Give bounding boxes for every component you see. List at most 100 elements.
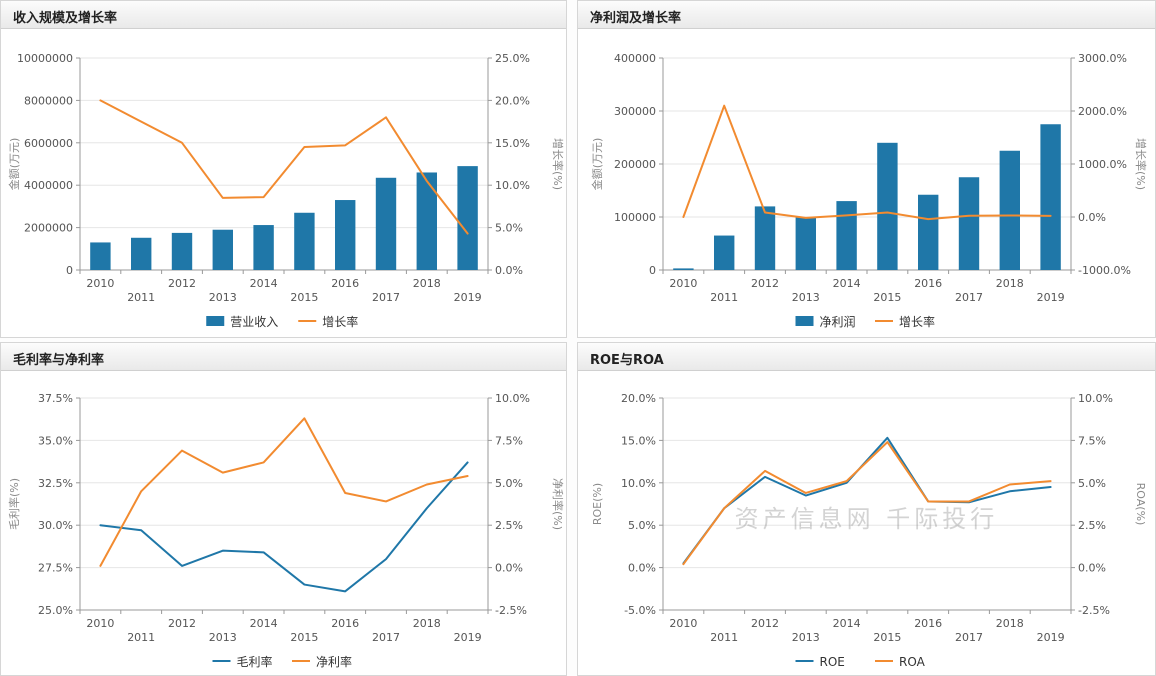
- svg-text:2017: 2017: [955, 631, 983, 644]
- legend-label: 增长率: [322, 314, 358, 329]
- line-series: [98, 461, 469, 593]
- right-axis-title: 增长率(%): [1134, 138, 1148, 190]
- revenue-growth-chart: 0 2000000 4000000 6000000 8000000 10000000 0.0…: [7, 52, 565, 329]
- svg-text:20.0%: 20.0%: [495, 94, 530, 107]
- svg-text:2013: 2013: [791, 291, 819, 304]
- svg-text:5.0%: 5.0%: [628, 519, 656, 532]
- svg-text:10.0%: 10.0%: [495, 179, 530, 192]
- svg-text:3000.0%: 3000.0%: [1078, 52, 1127, 65]
- svg-text:25.0%: 25.0%: [495, 52, 530, 65]
- y-axis-left: -5.0% 0.0% 5.0% 10.0% 15.0% 20.0%: [621, 392, 663, 617]
- panel-margins: 毛利率与净利率 25.0% 27.5% 30.0% 32.5% 35.0% 37.5% -2…: [0, 342, 567, 676]
- svg-text:25.0%: 25.0%: [38, 604, 73, 617]
- line-series: [681, 436, 1052, 565]
- svg-text:7.5%: 7.5%: [495, 434, 523, 447]
- bar: [1039, 124, 1061, 270]
- svg-text:2018: 2018: [412, 617, 440, 630]
- svg-text:200000: 200000: [614, 158, 656, 171]
- legend-item[interactable]: ROA: [874, 655, 926, 669]
- svg-text:2011: 2011: [710, 631, 738, 644]
- svg-text:5.0%: 5.0%: [495, 222, 523, 235]
- svg-text:2016: 2016: [914, 617, 942, 630]
- right-axis-title: 净利率(%): [551, 478, 565, 530]
- svg-text:2013: 2013: [208, 291, 236, 304]
- svg-text:400000: 400000: [614, 52, 656, 65]
- svg-text:0: 0: [649, 264, 656, 277]
- legend-item[interactable]: 营业收入: [205, 315, 278, 329]
- y-axis-right: -2.5% 0.0% 2.5% 5.0% 7.5% 10.0%: [487, 392, 529, 617]
- y-axis-left: 0 2000000 4000000 6000000 8000000 10000000: [17, 52, 80, 277]
- svg-text:2016: 2016: [331, 617, 359, 630]
- margins-chart-area: 25.0% 27.5% 30.0% 32.5% 35.0% 37.5% -2.5% 0.0% 2…: [1, 371, 566, 675]
- legend-item[interactable]: 净利润: [795, 315, 855, 329]
- revenue-growth-chart-area: 0 2000000 4000000 6000000 8000000 10000000 0.0…: [1, 29, 566, 337]
- bar: [999, 150, 1020, 270]
- x-axis: 2010 2011 2012 2013 2014 2015 2016 2017 2018 2019: [79, 610, 488, 644]
- panel-title: 净利润及增长率: [578, 1, 1155, 29]
- grid-lines: [79, 397, 488, 611]
- svg-text:2015: 2015: [873, 631, 901, 644]
- bar: [795, 217, 816, 270]
- bar: [334, 200, 355, 270]
- right-axis-title: ROA(%): [1134, 483, 1147, 526]
- svg-text:32.5%: 32.5%: [38, 477, 73, 490]
- bar: [89, 242, 111, 270]
- svg-text:1000.0%: 1000.0%: [1078, 158, 1127, 171]
- legend-item[interactable]: 净利率: [291, 654, 352, 669]
- bar: [672, 268, 694, 270]
- svg-text:-2.5%: -2.5%: [1078, 604, 1110, 617]
- panel-title: 毛利率与净利率: [1, 343, 566, 371]
- svg-text:2016: 2016: [331, 277, 359, 290]
- svg-text:2018: 2018: [995, 277, 1023, 290]
- panel-netprofit-growth: 净利润及增长率 0 100000 200000 300000 400000 -1000.0…: [577, 0, 1156, 338]
- roe-roa-chart-area: 资产信息网 千际投行 -5.0% 0.0% 5.0% 10.0% 15.0% 20.0% -…: [578, 371, 1155, 675]
- svg-text:2019: 2019: [453, 631, 481, 644]
- left-axis-title: 毛利率(%): [7, 478, 21, 530]
- svg-text:2019: 2019: [453, 291, 481, 304]
- panel-title: ROE与ROA: [578, 343, 1155, 371]
- x-axis: 2010 2011 2012 2013 2014 2015 2016 2017 2018 2019: [662, 270, 1071, 304]
- bar: [754, 206, 775, 270]
- legend-bar-marker: [795, 316, 813, 326]
- bar: [375, 177, 396, 270]
- svg-text:2.5%: 2.5%: [495, 519, 523, 532]
- margins-chart: 25.0% 27.5% 30.0% 32.5% 35.0% 37.5% -2.5% 0.0% 2…: [7, 392, 565, 669]
- bar: [293, 212, 315, 270]
- bar: [130, 237, 151, 270]
- svg-text:2018: 2018: [995, 617, 1023, 630]
- svg-text:5.0%: 5.0%: [495, 477, 523, 490]
- x-axis: 2010 2011 2012 2013 2014 2015 2016 2017 2018 2019: [662, 610, 1071, 644]
- svg-text:2017: 2017: [372, 291, 400, 304]
- bar-series: [672, 124, 1061, 270]
- left-axis-title: 金额(万元): [590, 138, 604, 191]
- panel-title: 收入规模及增长率: [1, 1, 566, 29]
- svg-text:0.0%: 0.0%: [495, 562, 523, 575]
- legend-item[interactable]: 增长率: [297, 314, 358, 329]
- svg-text:2.5%: 2.5%: [1078, 519, 1106, 532]
- svg-text:100000: 100000: [614, 211, 656, 224]
- line-series: [98, 417, 469, 567]
- svg-text:2013: 2013: [208, 631, 236, 644]
- svg-text:2012: 2012: [751, 277, 779, 290]
- svg-text:2012: 2012: [168, 617, 196, 630]
- bar-series: [89, 166, 478, 270]
- bar: [958, 177, 979, 270]
- y-axis-right: 0.0% 5.0% 10.0% 15.0% 20.0% 25.0%: [487, 52, 530, 277]
- svg-text:2012: 2012: [168, 277, 196, 290]
- svg-text:2017: 2017: [372, 631, 400, 644]
- svg-text:2010: 2010: [86, 277, 114, 290]
- legend-item[interactable]: 增长率: [874, 314, 935, 329]
- legend-item[interactable]: ROE: [795, 655, 844, 669]
- svg-text:27.5%: 27.5%: [38, 562, 73, 575]
- svg-text:7.5%: 7.5%: [1078, 434, 1106, 447]
- legend-item[interactable]: 毛利率: [212, 654, 272, 669]
- legend-bar-marker: [205, 316, 224, 326]
- svg-text:2019: 2019: [1036, 291, 1064, 304]
- svg-text:10000000: 10000000: [17, 52, 73, 65]
- svg-text:2014: 2014: [249, 617, 277, 630]
- svg-text:2015: 2015: [290, 291, 318, 304]
- svg-text:2015: 2015: [290, 631, 318, 644]
- y-axis-left: 0 100000 200000 300000 400000: [614, 52, 663, 277]
- panel-revenue-growth: 收入规模及增长率 0 2000000 4000000 6000000 8000000 10…: [0, 0, 567, 338]
